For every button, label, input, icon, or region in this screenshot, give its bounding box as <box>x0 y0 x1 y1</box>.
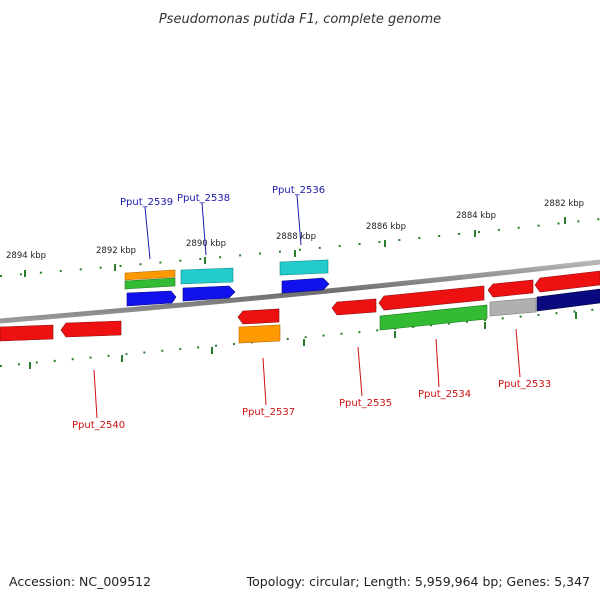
gene-segment-green <box>124 277 176 290</box>
scale-label: 2892 kbp <box>96 246 136 256</box>
gene-arrow-blue <box>126 290 177 307</box>
genome-summary-text: Topology: circular; Length: 5,959,964 bp… <box>246 574 590 589</box>
scale-label: 2886 kbp <box>366 222 406 232</box>
scale-label: 2884 kbp <box>456 211 496 221</box>
gene-label-pput-2535: Pput_2535 <box>339 398 392 409</box>
leader-line <box>435 338 440 388</box>
accession-text: Accession: NC_009512 <box>9 574 151 589</box>
scale-label: 2888 kbp <box>276 232 316 242</box>
inner-minor-ticks <box>0 308 600 367</box>
gene-block-orange <box>238 324 281 344</box>
gene-block-navy <box>536 288 600 312</box>
scale-label: 2894 kbp <box>6 251 46 261</box>
gene-label-pput-2536: Pput_2536 <box>272 185 325 196</box>
reverse-genes <box>0 270 600 344</box>
gene-pput-2538 <box>180 267 236 302</box>
leader-line <box>201 202 207 256</box>
gene-pput-2539 <box>124 269 177 307</box>
inner-major-ticks <box>29 312 577 369</box>
leader-line <box>357 346 363 397</box>
outer-minor-ticks <box>0 218 600 277</box>
gene-block-cyan <box>180 267 234 285</box>
gene-arrow-blue <box>281 277 330 294</box>
gene-block-cyan <box>279 259 329 276</box>
gene-label-pput-2534: Pput_2534 <box>418 389 471 400</box>
forward-genes <box>124 259 330 307</box>
scale-label: 2890 kbp <box>186 239 226 249</box>
scale-label: 2882 kbp <box>544 199 584 209</box>
gene-label-pput-2533: Pput_2533 <box>498 379 551 390</box>
gene-arrow-red <box>487 279 534 298</box>
map-title: Pseudomonas putida F1, complete genome <box>159 12 441 27</box>
gene-arrow-red <box>60 320 122 338</box>
gene-segment-orange <box>124 269 176 281</box>
gene-label-pput-2538: Pput_2538 <box>177 193 230 204</box>
inner-tick-scale <box>0 308 600 369</box>
lower-gene-labels: Pput_2540 Pput_2537 Pput_2535 Pput_2534 … <box>72 328 551 431</box>
leader-line <box>262 357 267 406</box>
gene-label-pput-2537: Pput_2537 <box>242 407 295 418</box>
leader-line <box>296 194 302 246</box>
gene-arrow-red <box>0 324 54 342</box>
upper-gene-labels: Pput_2539 Pput_2538 Pput_2536 <box>120 185 325 260</box>
gene-pput-2536 <box>279 259 330 294</box>
leader-line <box>515 328 521 378</box>
gene-arrow-red <box>237 308 280 325</box>
gene-label-pput-2539: Pput_2539 <box>120 197 173 208</box>
gene-label-pput-2540: Pput_2540 <box>72 420 125 431</box>
genome-backbone <box>0 259 600 324</box>
gene-arrow-red <box>378 285 485 311</box>
outer-major-ticks <box>24 217 566 277</box>
gene-arrow-blue <box>182 285 236 302</box>
leader-line <box>144 206 151 260</box>
gene-block-gray <box>489 297 537 317</box>
gene-arrow-red <box>331 298 377 316</box>
leader-line <box>93 369 98 419</box>
gene-block-green <box>379 304 488 331</box>
gene-arrow-red <box>534 270 600 293</box>
outer-tick-scale <box>0 217 600 277</box>
scale-labels: 2894 kbp 2892 kbp 2890 kbp 2888 kbp 2886… <box>6 199 584 261</box>
